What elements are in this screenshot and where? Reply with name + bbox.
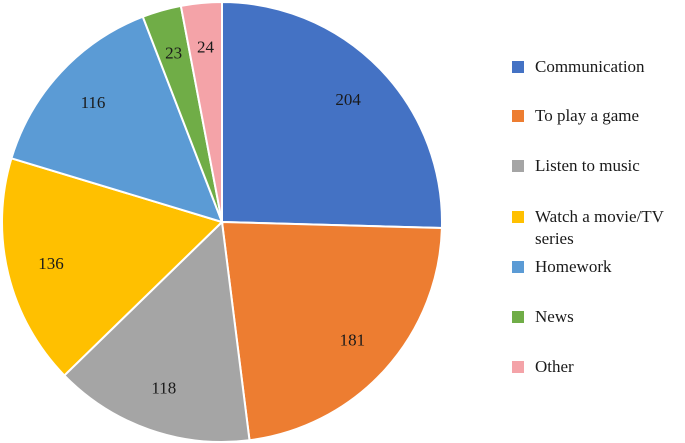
legend-label-watch-a-movie-tv-series: Watch a movie/TV series [535, 207, 664, 248]
legend-swatch-communication [512, 61, 524, 73]
legend-item-homework: Homework [512, 256, 682, 278]
pie-slice-other [179, 0, 223, 223]
data-label-homework: 116 [81, 93, 106, 112]
pie-slices [1, 0, 443, 443]
legend-label-to-play-a-game: To play a game [535, 106, 640, 125]
legend-swatch-listen-to-music [512, 160, 524, 172]
legend-item-communication: Communication [512, 56, 682, 78]
legend-item-other: Other [512, 356, 682, 378]
legend-item-watch-a-movie-tv-series: Watch a movie/TV series [512, 206, 682, 250]
legend-item-news: News [512, 306, 682, 328]
legend-swatch-to-play-a-game [512, 110, 524, 122]
data-label-news: 23 [165, 43, 182, 62]
legend-swatch-homework [512, 261, 524, 273]
data-label-communication: 204 [335, 90, 361, 109]
pie-slice-homework [10, 15, 224, 224]
legend-label-homework: Homework [535, 257, 612, 276]
data-label-listen-to-music: 118 [151, 379, 176, 398]
legend-swatch-news [512, 311, 524, 323]
data-label-to-play-a-game: 181 [340, 331, 366, 350]
legend-item-to-play-a-game: To play a game [512, 105, 682, 127]
pie-plot-area: 204 181 118 136 116 23 24 [1, 0, 443, 443]
legend-label-communication: Communication [535, 57, 645, 76]
legend-label-listen-to-music: Listen to music [535, 156, 640, 175]
data-label-other: 24 [197, 37, 215, 56]
pie-data-labels: 204 181 118 136 116 23 24 [38, 37, 365, 397]
legend-label-news: News [535, 307, 574, 326]
legend-item-listen-to-music: Listen to music [512, 155, 682, 177]
legend-swatch-watch-a-movie-tv-series [512, 211, 524, 223]
legend-label-other: Other [535, 357, 574, 376]
pie-slice-communication [221, 0, 443, 230]
pie-slice-to-play-a-game [220, 220, 443, 442]
data-label-watch-a-movie-tv-series: 136 [38, 254, 64, 273]
pie-slice-listen-to-music [62, 219, 251, 443]
legend-swatch-other [512, 361, 524, 373]
pie-slice-watch-a-movie-tv-series [1, 157, 224, 377]
